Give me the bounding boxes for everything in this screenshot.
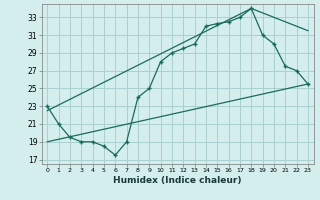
X-axis label: Humidex (Indice chaleur): Humidex (Indice chaleur) [113,176,242,185]
